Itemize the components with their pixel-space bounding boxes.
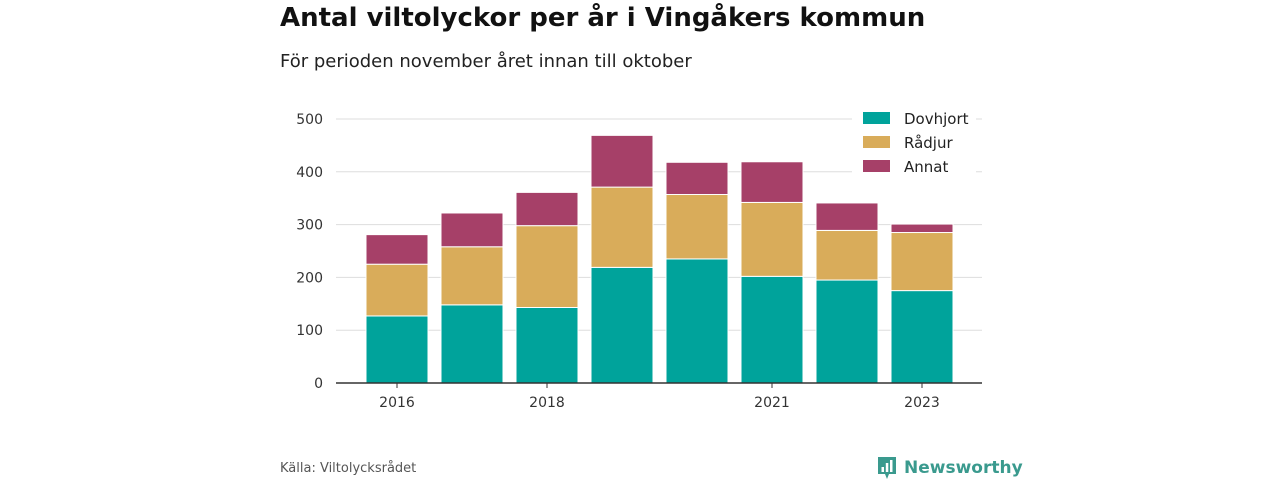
bar-rådjur-2022: [815, 229, 879, 281]
x-tick-label: 2018: [529, 395, 565, 411]
x-tick-label: 2023: [904, 395, 940, 411]
bar-annat-2021: [740, 161, 804, 203]
chart-subtitle: För perioden november året innan till ok…: [280, 51, 692, 72]
bar-dovhjort-2020: [665, 258, 729, 384]
chart-title: Antal viltolyckor per år i Vingåkers kom…: [280, 3, 926, 33]
bar-dovhjort-2023: [890, 290, 954, 384]
bar-dovhjort-2016: [365, 315, 429, 384]
source-note: Källa: Viltolycksrådet: [280, 461, 417, 476]
y-tick-label: 300: [296, 218, 323, 234]
legend-label-annat: Annat: [904, 158, 948, 176]
bar-annat-2016: [365, 234, 429, 265]
x-tick-label: 2021: [754, 395, 790, 411]
y-tick-label: 0: [314, 376, 323, 392]
y-tick-label: 200: [296, 270, 323, 286]
bar-annat-2022: [815, 202, 879, 231]
legend-label-rådjur: Rådjur: [904, 134, 953, 152]
legend-label-dovhjort: Dovhjort: [904, 110, 969, 128]
bar-annat-2023: [890, 223, 954, 234]
bar-rådjur-2020: [665, 194, 729, 260]
bar-dovhjort-2017: [440, 304, 504, 384]
x-tick-label: 2016: [379, 395, 415, 411]
legend-swatch-dovhjort: [863, 112, 890, 124]
bar-rådjur-2018: [515, 225, 579, 308]
y-tick-label: 500: [296, 112, 323, 128]
bar-dovhjort-2018: [515, 306, 579, 384]
bar-annat-2018: [515, 191, 579, 227]
y-tick-label: 400: [296, 165, 323, 181]
legend-swatch-rådjur: [863, 136, 890, 148]
bar-annat-2017: [440, 212, 504, 248]
legend-swatch-annat: [863, 160, 890, 172]
bar-rådjur-2019: [590, 186, 654, 268]
bar-dovhjort-2021: [740, 275, 804, 384]
bar-dovhjort-2022: [815, 279, 879, 384]
bar-annat-2020: [665, 161, 729, 196]
bar-rådjur-2023: [890, 232, 954, 292]
bar-dovhjort-2019: [590, 266, 654, 384]
brand-name: Newsworthy: [904, 458, 1023, 478]
bar-rådjur-2016: [365, 263, 429, 317]
bar-rådjur-2021: [740, 201, 804, 277]
newsworthy-logo-icon: [878, 457, 896, 479]
brand: Newsworthy: [876, 455, 1023, 480]
bar-annat-2019: [590, 134, 654, 188]
bar-rådjur-2017: [440, 246, 504, 306]
y-tick-label: 100: [296, 323, 323, 339]
